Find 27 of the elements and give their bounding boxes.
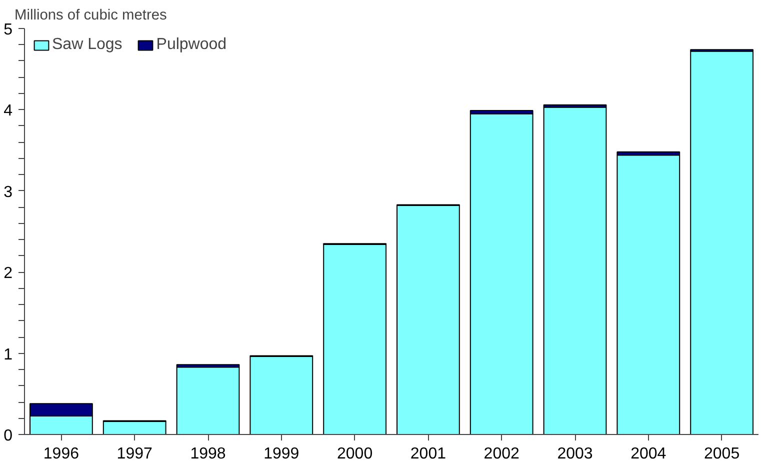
y-tick-label: 1 [4,346,13,364]
x-tick-label: 2000 [337,446,373,461]
y-tick-label: 3 [4,184,13,201]
x-tick-label: 2005 [704,446,740,461]
x-tick-label: 2003 [557,446,593,461]
y-axis-title: Millions of cubic metres [14,8,167,24]
bar [396,205,460,434]
x-tick-label: 1999 [264,446,300,461]
legend-label: Pulpwood [156,36,227,54]
x-tick-label: 2002 [484,446,520,461]
x-tick-label: 2004 [630,446,666,461]
y-tick-label: 4 [4,102,13,120]
bar [323,244,386,434]
x-tick-label: 1996 [43,446,80,461]
bar [250,356,314,434]
x-tick-label: 2001 [410,446,446,461]
bar [616,154,680,434]
y-tick-label: 5 [4,22,13,38]
y-tick-label: 2 [4,265,13,282]
x-tick-label: 1997 [116,446,152,461]
legend-label: Saw Logs [52,36,122,54]
x-tick-label: 1998 [190,446,226,461]
bar [543,106,607,434]
bar [176,366,240,434]
y-tick-label: 0 [4,428,13,444]
bar [470,113,534,434]
bar [690,50,754,434]
